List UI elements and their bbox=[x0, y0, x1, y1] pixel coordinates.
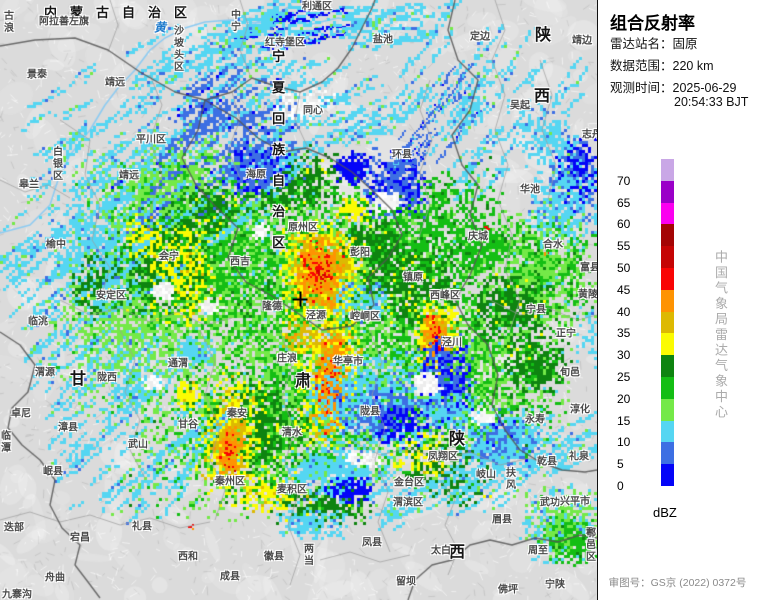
station-name-value: 固原 bbox=[672, 37, 698, 51]
dbz-unit-label: dBZ bbox=[653, 505, 677, 520]
observation-time-label: 观测时间： bbox=[610, 81, 673, 95]
info-panel: 组合反射率 雷达站名：固原 数据范围：220 km 观测时间：2025-06-2… bbox=[597, 0, 757, 600]
radar-station-cross-marker bbox=[292, 291, 308, 307]
observation-date-value: 2025-06-29 bbox=[672, 81, 737, 95]
data-range-label: 数据范围： bbox=[610, 59, 673, 73]
colorbar-block bbox=[661, 311, 674, 334]
colorbar-block bbox=[661, 376, 674, 399]
map-approval-number: 审图号：GS京 (2022) 0372号 bbox=[608, 577, 747, 589]
colorbar-tick-label: 25 bbox=[617, 370, 631, 384]
observation-clock-row: 20:54:33 BJT bbox=[674, 95, 748, 109]
station-name-row: 雷达站名：固原 bbox=[610, 33, 698, 52]
colorbar-block bbox=[661, 442, 674, 465]
observation-time-row: 观测时间：2025-06-29 bbox=[610, 77, 736, 96]
reflectivity-colorbar bbox=[661, 159, 674, 486]
observation-clock-value: 20:54:33 BJT bbox=[674, 95, 749, 109]
colorbar-block bbox=[661, 267, 674, 290]
data-range-row: 数据范围：220 km bbox=[610, 55, 714, 74]
colorbar-tick-label: 0 bbox=[617, 479, 624, 493]
colorbar-block bbox=[661, 398, 674, 421]
page-title: 组合反射率 bbox=[610, 14, 695, 33]
colorbar-block bbox=[661, 464, 674, 486]
colorbar-block bbox=[661, 289, 674, 312]
colorbar-tick-label: 70 bbox=[617, 173, 631, 188]
colorbar-block bbox=[661, 246, 674, 268]
colorbar-block bbox=[661, 333, 674, 356]
colorbar-tick-label: 5 bbox=[617, 457, 624, 472]
colorbar-tick-label: 30 bbox=[617, 348, 631, 363]
colorbar-tick-label: 50 bbox=[617, 261, 631, 275]
colorbar-block bbox=[661, 420, 674, 443]
colorbar-tick-label: 60 bbox=[617, 217, 631, 232]
colorbar-block bbox=[661, 224, 674, 247]
colorbar-block bbox=[661, 159, 674, 181]
radar-map[interactable]: 内蒙古自治区 宁夏回族自治区陕西甘肃陕西黄阿拉善左旗 古浪 沙坡头区 中宁 利通区 红寺堡区… bbox=[0, 0, 597, 600]
colorbar-block bbox=[661, 202, 674, 225]
colorbar-tick-label: 65 bbox=[617, 195, 631, 210]
data-range-value: 220 km bbox=[672, 59, 714, 73]
colorbar-block bbox=[661, 355, 674, 377]
colorbar-tick-label: 40 bbox=[617, 304, 631, 319]
colorbar-tick-label: 10 bbox=[617, 435, 631, 450]
colorbar-tick-label: 55 bbox=[617, 239, 631, 254]
colorbar-tick-label: 15 bbox=[617, 413, 631, 428]
station-name-label: 雷达站名： bbox=[610, 37, 673, 51]
colorbar-tick-label: 20 bbox=[617, 391, 631, 406]
colorbar-tick-label: 45 bbox=[617, 282, 631, 297]
colorbar-tick-label: 35 bbox=[617, 326, 631, 341]
agency-watermark: 中国气象局雷达气象中心 bbox=[713, 250, 728, 421]
colorbar-block bbox=[661, 180, 674, 203]
